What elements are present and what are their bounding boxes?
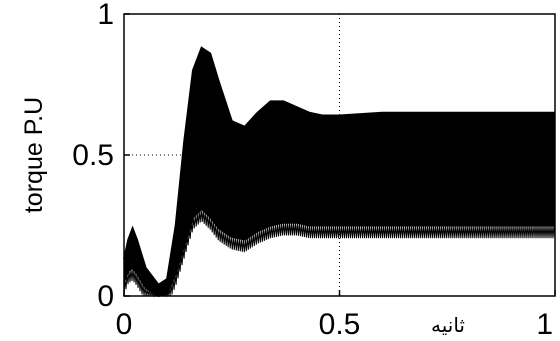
plot-layer bbox=[123, 46, 556, 298]
y-tick-label: 1 bbox=[97, 0, 114, 31]
y-axis-label: torque P.U bbox=[20, 97, 48, 213]
x-tick-label: 0.5 bbox=[319, 308, 361, 341]
x-tick-label: 0 bbox=[116, 308, 133, 341]
lower-envelope-line bbox=[123, 207, 555, 298]
x-axis-label: ثانیه bbox=[431, 313, 465, 337]
upper-envelope-line bbox=[123, 46, 555, 287]
y-tick-label: 0 bbox=[97, 280, 114, 313]
y-tick-label: 0.5 bbox=[72, 139, 114, 172]
torque-oscillation-band bbox=[124, 47, 555, 296]
x-tick-label: 1 bbox=[536, 308, 553, 341]
axes-layer: 0 0.5 1 0 0.5 1 bbox=[72, 0, 556, 341]
